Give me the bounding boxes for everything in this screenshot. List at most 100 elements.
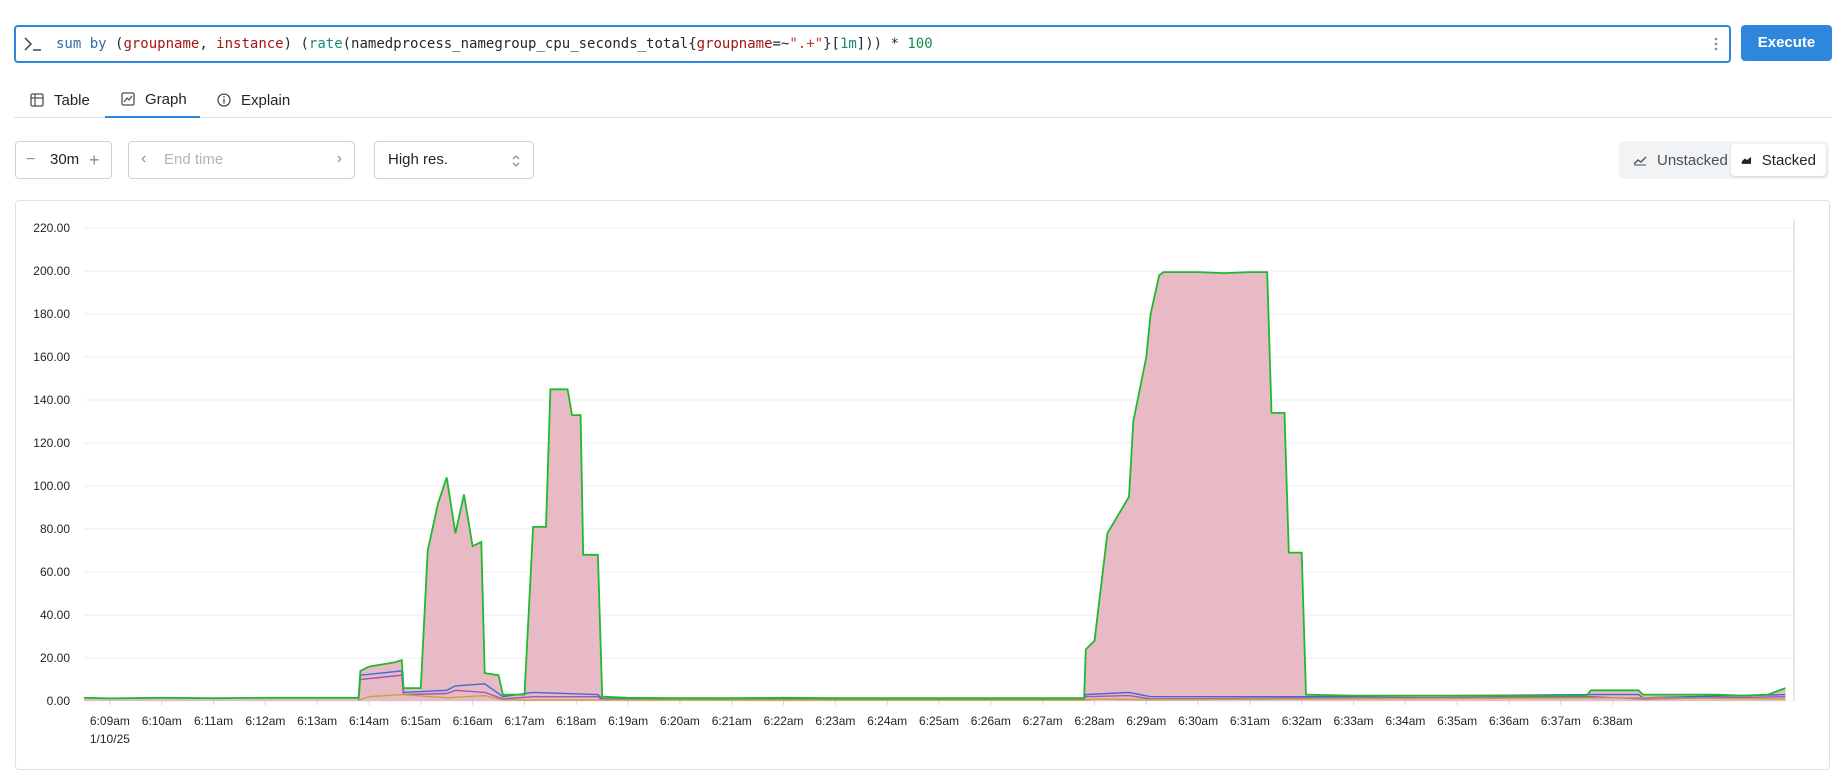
unstacked-chart-icon bbox=[1633, 156, 1647, 166]
x-tick-label: 6:22am bbox=[764, 714, 804, 728]
x-tick-label: 6:10am bbox=[142, 714, 182, 728]
query-token: rate bbox=[308, 36, 343, 52]
query-token: by bbox=[89, 36, 107, 52]
series-top-line[interactable] bbox=[83, 271, 1786, 700]
query-token: ])) * bbox=[856, 36, 908, 52]
range-input: − 30m + bbox=[15, 141, 112, 179]
graph-panel: 0.00 20.00 40.00 60.00 80.00 100.00 120.00 140.… bbox=[15, 200, 1830, 770]
cpu-usage-chart[interactable]: 0.00 20.00 40.00 60.00 80.00 100.00 120.00 140.… bbox=[16, 201, 1829, 757]
x-tick-label: 6:34am bbox=[1385, 714, 1425, 728]
series-line[interactable] bbox=[358, 693, 1786, 702]
y-tick-label: 60.00 bbox=[40, 565, 70, 579]
info-icon bbox=[217, 93, 231, 107]
tab-table-label: Table bbox=[54, 91, 90, 109]
y-tick-label: 200.00 bbox=[33, 264, 70, 278]
y-tick-label: 40.00 bbox=[40, 608, 70, 622]
x-tick-label: 6:27am bbox=[1023, 714, 1063, 728]
x-tick-label: 6:13am bbox=[297, 714, 337, 728]
x-tick-label: 6:09am bbox=[90, 714, 130, 728]
x-tick-label: 6:12am bbox=[245, 714, 285, 728]
query-token: 100 bbox=[907, 36, 933, 52]
query-expression[interactable]: sum by (groupname, instance) (rate(named… bbox=[56, 36, 933, 52]
chevron-right-icon[interactable]: › bbox=[336, 150, 342, 167]
query-input[interactable]: sum by (groupname, instance) (rate(named… bbox=[14, 25, 1731, 63]
tab-explain-label: Explain bbox=[241, 91, 291, 109]
more-options-icon[interactable] bbox=[1711, 35, 1721, 53]
table-icon bbox=[30, 93, 44, 107]
series-area[interactable] bbox=[84, 272, 1786, 701]
query-token: =~ bbox=[772, 36, 790, 52]
query-token: 1m bbox=[839, 36, 857, 52]
y-tick-label: 140.00 bbox=[33, 393, 70, 407]
end-time-placeholder: End time bbox=[164, 151, 224, 168]
y-tick-label: 220.00 bbox=[33, 221, 70, 235]
x-tick-label: 6:28am bbox=[1074, 714, 1114, 728]
x-tick-label: 6:26am bbox=[971, 714, 1011, 728]
x-tick-label: 6:37am bbox=[1541, 714, 1581, 728]
x-date-label: 1/10/25 bbox=[90, 732, 130, 746]
x-tick-label: 6:15am bbox=[401, 714, 441, 728]
graph-icon bbox=[121, 92, 135, 106]
x-tick-label: 6:18am bbox=[556, 714, 596, 728]
resolution-value: High res. bbox=[388, 151, 449, 168]
x-tick-label: 6:19am bbox=[608, 714, 648, 728]
tab-explain[interactable]: Explain bbox=[217, 82, 290, 118]
query-token: ) ( bbox=[283, 36, 309, 52]
view-tabs: Table Graph Explain bbox=[14, 82, 1832, 118]
x-tick-label: 6:11am bbox=[194, 714, 233, 728]
tab-table[interactable]: Table bbox=[30, 82, 90, 118]
x-tick-label: 6:20am bbox=[660, 714, 700, 728]
x-tick-label: 6:21am bbox=[712, 714, 752, 728]
query-token: groupname bbox=[123, 36, 200, 52]
stacked-chart-icon bbox=[1741, 156, 1752, 164]
query-token: }[ bbox=[823, 36, 840, 52]
query-token: groupname bbox=[696, 36, 773, 52]
x-tick-label: 6:16am bbox=[453, 714, 493, 728]
x-tick-label: 6:14am bbox=[349, 714, 389, 728]
x-tick-label: 6:33am bbox=[1334, 714, 1374, 728]
x-tick-label: 6:25am bbox=[919, 714, 959, 728]
x-tick-label: 6:32am bbox=[1282, 714, 1322, 728]
x-tick-label: 6:23am bbox=[815, 714, 855, 728]
x-tick-label: 6:17am bbox=[504, 714, 544, 728]
decrease-range-button[interactable]: − bbox=[26, 151, 36, 168]
y-tick-label: 0.00 bbox=[47, 694, 71, 708]
query-token bbox=[81, 36, 89, 52]
x-tick-label: 6:24am bbox=[867, 714, 907, 728]
execute-button[interactable]: Execute bbox=[1741, 25, 1832, 61]
end-time-input[interactable]: ‹ End time › bbox=[128, 141, 355, 179]
tab-graph-label: Graph bbox=[145, 90, 187, 108]
query-token: (namedprocess_namegroup_cpu_seconds_tota… bbox=[342, 36, 697, 52]
y-tick-label: 180.00 bbox=[33, 307, 70, 321]
stacked-option[interactable]: Stacked bbox=[1731, 144, 1826, 176]
query-token: ( bbox=[106, 36, 124, 52]
query-token: sum bbox=[56, 36, 82, 52]
x-tick-label: 6:36am bbox=[1489, 714, 1529, 728]
tab-graph[interactable]: Graph bbox=[105, 82, 200, 118]
y-tick-label: 80.00 bbox=[40, 522, 70, 536]
query-token: instance bbox=[216, 36, 284, 52]
y-tick-label: 160.00 bbox=[33, 350, 70, 364]
terminal-prompt-icon bbox=[24, 37, 41, 51]
y-tick-label: 20.00 bbox=[40, 651, 70, 665]
range-value[interactable]: 30m bbox=[50, 151, 80, 168]
unstacked-label: Unstacked bbox=[1657, 151, 1728, 169]
increase-range-button[interactable]: + bbox=[89, 150, 100, 170]
series-line[interactable] bbox=[357, 674, 1786, 701]
query-row: sum by (groupname, instance) (rate(named… bbox=[14, 25, 1832, 63]
x-tick-label: 6:31am bbox=[1230, 714, 1270, 728]
query-token: , bbox=[199, 36, 217, 52]
x-tick-label: 6:35am bbox=[1437, 714, 1477, 728]
y-tick-label: 100.00 bbox=[33, 479, 70, 493]
resolution-select[interactable]: High res. bbox=[374, 141, 534, 179]
unstacked-option[interactable]: Unstacked bbox=[1623, 144, 1738, 176]
x-tick-label: 6:38am bbox=[1593, 714, 1633, 728]
y-tick-label: 120.00 bbox=[33, 436, 70, 450]
x-tick-label: 6:29am bbox=[1126, 714, 1166, 728]
x-tick-label: 6:30am bbox=[1178, 714, 1218, 728]
chevron-left-icon[interactable]: ‹ bbox=[141, 150, 147, 167]
stacked-label: Stacked bbox=[1761, 151, 1816, 169]
query-token: ".+" bbox=[789, 36, 824, 52]
chevron-updown-icon bbox=[512, 155, 520, 167]
stack-mode-toggle: Unstacked Stacked bbox=[1619, 141, 1829, 179]
